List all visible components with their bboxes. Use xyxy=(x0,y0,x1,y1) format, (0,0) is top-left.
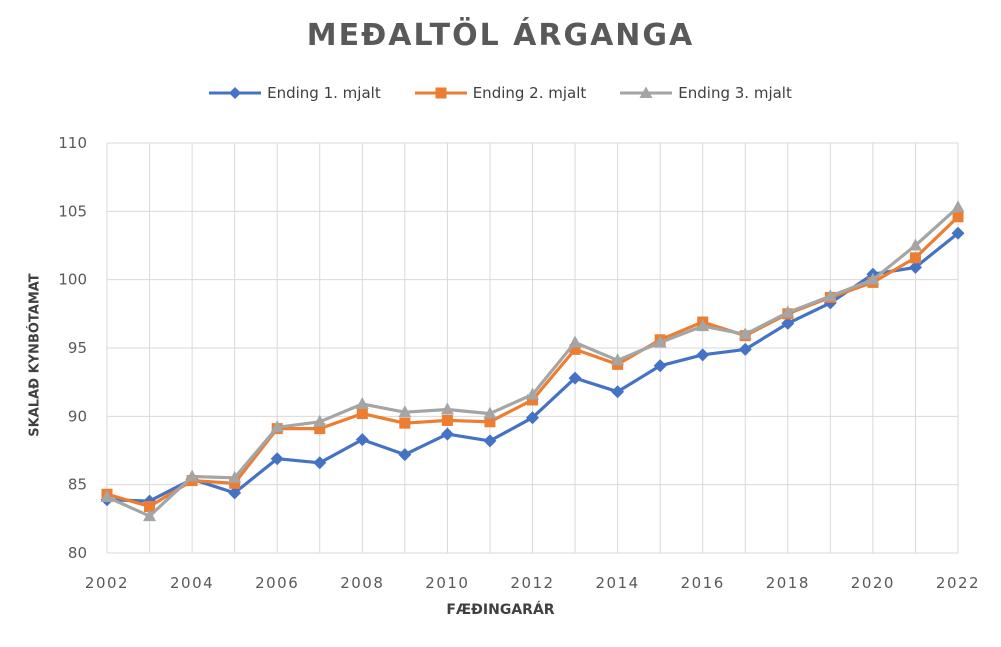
data-point-square xyxy=(399,417,411,429)
x-tick-label: 2012 xyxy=(510,574,554,592)
data-point-diamond xyxy=(908,260,922,274)
data-point-triangle xyxy=(355,397,369,410)
data-point-square xyxy=(484,416,496,428)
data-point-triangle xyxy=(440,402,454,415)
legend-label-series-1: Ending 1. mjalt xyxy=(267,84,381,102)
data-point-square xyxy=(952,211,964,223)
x-tick-label: 2014 xyxy=(596,574,640,592)
data-point-triangle xyxy=(781,305,795,318)
data-point-diamond xyxy=(696,348,710,362)
legend-marker-diamond-icon xyxy=(209,87,262,99)
data-point-square xyxy=(229,477,241,489)
legend-marker-square-icon xyxy=(414,87,467,99)
x-tick-label: 2004 xyxy=(170,574,214,592)
data-point-triangle xyxy=(653,335,667,348)
data-point-triangle xyxy=(823,289,837,302)
y-tick-label: 100 xyxy=(58,271,87,289)
x-tick-label: 2010 xyxy=(425,574,469,592)
data-point-triangle xyxy=(866,272,880,285)
data-point-triangle xyxy=(951,200,965,213)
data-point-diamond xyxy=(526,411,539,425)
data-point-triangle xyxy=(270,420,284,433)
data-point-square xyxy=(356,408,368,420)
data-point-diamond xyxy=(355,433,369,447)
y-tick-label: 105 xyxy=(58,202,87,220)
data-point-diamond xyxy=(781,316,795,330)
data-point-diamond xyxy=(313,456,327,470)
data-point-diamond xyxy=(228,486,242,500)
data-point-triangle xyxy=(143,509,157,522)
legend-marker-triangle-icon xyxy=(620,86,673,98)
data-point-square xyxy=(909,252,921,264)
data-point-triangle xyxy=(185,469,199,482)
data-point-triangle xyxy=(526,387,539,400)
x-tick-label: 2018 xyxy=(766,574,810,592)
legend-label-series-2: Ending 2. mjalt xyxy=(472,84,587,102)
data-point-triangle xyxy=(398,405,412,418)
x-tick-label: 2020 xyxy=(851,574,895,592)
data-point-square xyxy=(441,414,453,426)
data-point-triangle xyxy=(313,414,327,427)
x-tick-label: 2022 xyxy=(936,574,980,592)
data-point-diamond xyxy=(568,371,582,385)
data-point-diamond xyxy=(270,452,284,466)
legend: Ending 1. mjalt Ending 2. mjalt Ending 3… xyxy=(0,84,1001,102)
chart-title: MEÐALTÖL ÁRGANGA xyxy=(306,18,695,53)
x-tick-label: 2006 xyxy=(255,574,299,592)
x-tick-label: 2002 xyxy=(85,574,129,592)
data-point-triangle xyxy=(611,353,625,366)
y-tick-label: 80 xyxy=(68,544,87,562)
data-point-diamond xyxy=(398,448,412,462)
data-point-triangle xyxy=(696,319,710,332)
data-point-square xyxy=(527,394,538,406)
x-tick-label: 2008 xyxy=(340,574,384,592)
y-tick-label: 85 xyxy=(68,476,87,494)
data-point-diamond xyxy=(951,226,965,240)
data-point-diamond xyxy=(738,342,752,356)
data-point-square xyxy=(144,501,156,513)
data-point-triangle xyxy=(738,327,752,340)
x-tick-label: 2016 xyxy=(681,574,725,592)
y-tick-label: 95 xyxy=(68,339,87,357)
data-point-diamond xyxy=(440,427,454,441)
data-point-triangle xyxy=(228,470,242,483)
data-point-triangle xyxy=(568,335,582,348)
legend-label-series-3: Ending 3. mjalt xyxy=(678,84,792,102)
y-tick-label: 90 xyxy=(68,407,87,425)
data-point-square xyxy=(569,343,581,355)
data-point-triangle xyxy=(100,489,114,502)
legend-item-series-3: Ending 3. mjalt xyxy=(620,84,792,102)
legend-item-series-2: Ending 2. mjalt xyxy=(414,84,587,102)
y-tick-label: 110 xyxy=(58,134,87,152)
y-axis-title: SKALAÐ KYNBÓTAMAT xyxy=(27,273,43,437)
data-point-diamond xyxy=(611,385,625,399)
data-point-diamond xyxy=(653,359,667,373)
data-point-triangle xyxy=(908,238,922,251)
data-point-square xyxy=(314,423,326,435)
x-axis-title: FÆÐINGARÁR xyxy=(446,602,555,618)
data-point-diamond xyxy=(483,434,497,448)
legend-item-series-1: Ending 1. mjalt xyxy=(209,84,381,102)
data-point-triangle xyxy=(483,406,497,419)
